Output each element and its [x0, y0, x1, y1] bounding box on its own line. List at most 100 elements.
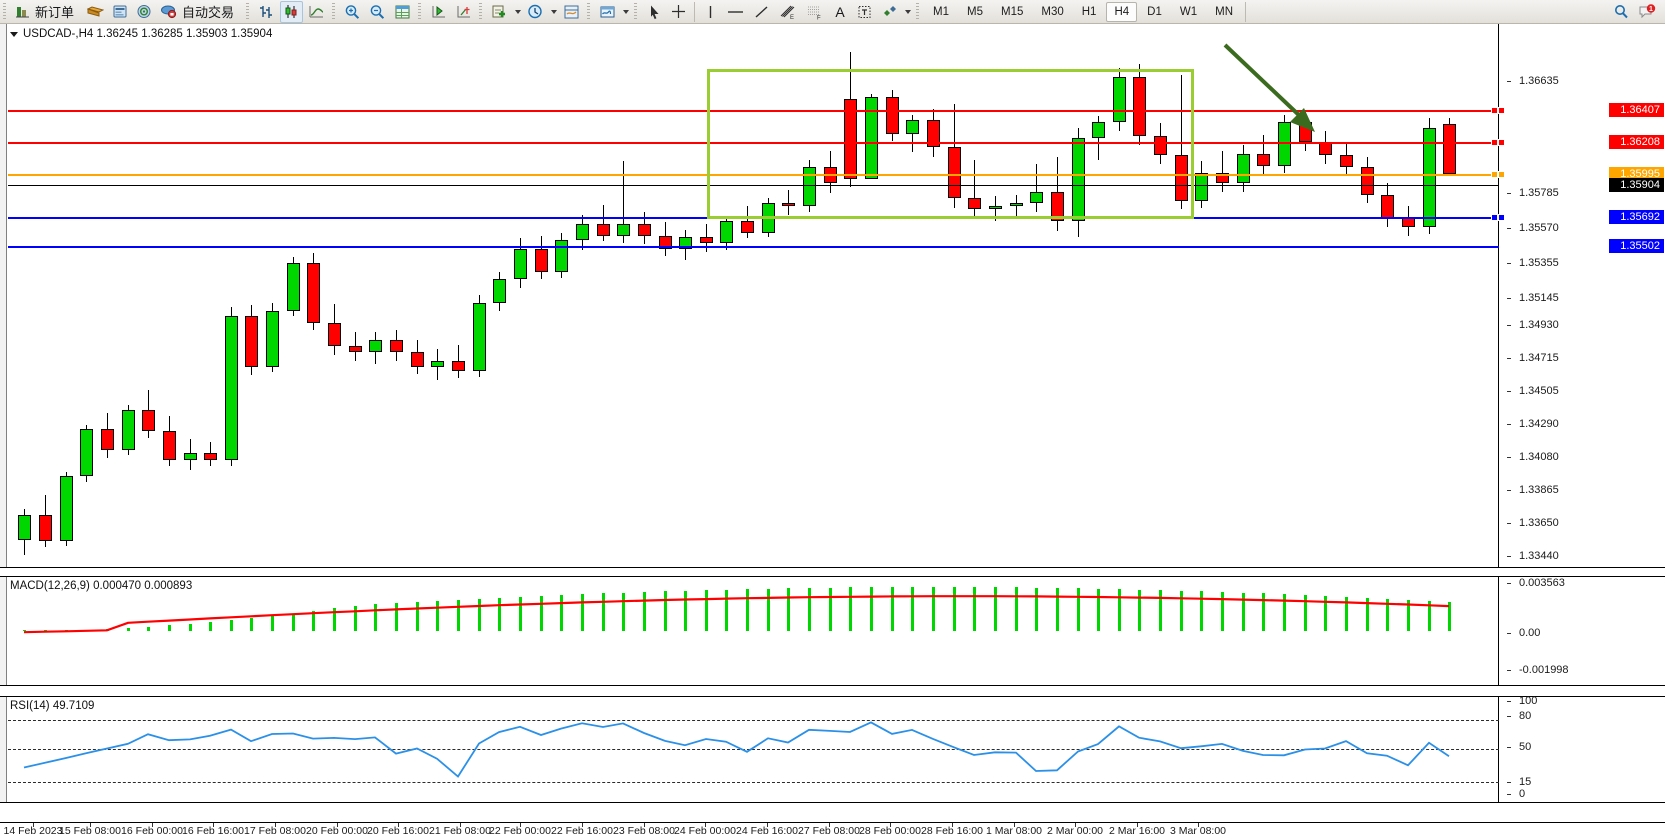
add-indicator-caret[interactable] — [512, 1, 523, 23]
macd-panel-left-rail — [0, 577, 7, 685]
consolidation-rectangle[interactable] — [707, 69, 1194, 219]
crosshair-button[interactable] — [667, 1, 690, 23]
shapes-button[interactable] — [878, 1, 901, 23]
search-button[interactable] — [1610, 1, 1633, 23]
support-line-1-axis-anchor[interactable] — [1498, 214, 1505, 221]
macd-histogram-bar — [1138, 589, 1141, 631]
cursor-button[interactable] — [643, 1, 665, 23]
timeframe-w1[interactable]: W1 — [1179, 5, 1198, 18]
toolbar-grip-8[interactable] — [915, 2, 923, 21]
expert-advisors-button[interactable] — [84, 1, 107, 23]
line-chart-button[interactable] — [305, 1, 328, 23]
candle-body — [1051, 191, 1064, 221]
resistance-line-2-price-label[interactable]: 1.36208 — [1609, 135, 1664, 149]
candle-body — [968, 197, 981, 210]
profiles-caret[interactable] — [620, 1, 631, 23]
pivot-line-axis-anchor[interactable] — [1498, 171, 1505, 178]
trendline-button[interactable] — [750, 1, 773, 23]
timeframe-h4[interactable]: H4 — [1106, 1, 1138, 22]
macd-histogram-bar — [1304, 595, 1307, 631]
auto-scroll-button[interactable] — [427, 1, 450, 23]
macd-histogram-bar — [147, 626, 150, 631]
macd-histogram-bar — [333, 608, 336, 631]
macd-histogram-bar — [829, 587, 832, 631]
notifications-button[interactable]: 1 — [1635, 1, 1659, 23]
rsi-plot-area[interactable] — [8, 697, 1499, 802]
toolbar-grip-1[interactable] — [2, 2, 9, 21]
signals-button[interactable] — [133, 1, 155, 23]
shapes-caret[interactable] — [902, 1, 913, 23]
toolbar-separator-1 — [694, 1, 696, 22]
fibonacci-button[interactable]: F — [802, 1, 827, 23]
candlestick-chart-button[interactable] — [280, 0, 304, 23]
pivot-line-anchor[interactable] — [1491, 171, 1498, 178]
macd-panel[interactable]: MACD(12,26,9) 0.000470 0.000893 0.003563… — [0, 576, 1665, 686]
zoom-in-button[interactable] — [341, 1, 364, 23]
shapes-icon — [884, 5, 897, 16]
toolbar-grip-3[interactable] — [331, 2, 339, 21]
support-line-1-anchor[interactable] — [1491, 214, 1498, 221]
pivot-line-price-label[interactable]: 1.35995 — [1609, 167, 1664, 181]
fibonacci-icon: F — [808, 6, 821, 20]
current-price-line-price-label[interactable]: 1.35904 — [1609, 178, 1664, 192]
toolbar-grip-2[interactable] — [245, 2, 253, 21]
time-tick-mark — [705, 823, 706, 827]
macd-plot-area[interactable] — [8, 577, 1499, 685]
zoom-out-button[interactable] — [366, 1, 389, 23]
data-window-button[interactable] — [109, 1, 131, 23]
chart-shift-button[interactable] — [452, 1, 475, 23]
resistance-line-1-anchor[interactable] — [1491, 107, 1498, 114]
timeframe-m1[interactable]: M1 — [933, 5, 950, 18]
toolbar-grip-6[interactable] — [586, 2, 594, 21]
support-line-2-price-label[interactable]: 1.35502 — [1609, 239, 1664, 253]
price-panel[interactable]: USDCAD-,H4 1.36245 1.36285 1.35903 1.359… — [0, 24, 1665, 568]
autotrading-button[interactable]: 自动交易 — [157, 1, 242, 23]
new-order-button[interactable]: 新订单 — [12, 1, 82, 23]
resistance-line-1[interactable] — [8, 110, 1499, 112]
timeframe-m5[interactable]: M5 — [967, 5, 983, 18]
timeframe-d1[interactable]: D1 — [1147, 5, 1162, 18]
text-button[interactable]: A — [829, 1, 851, 23]
current-price-line[interactable] — [8, 185, 1499, 186]
price-plot-area[interactable] — [8, 24, 1499, 567]
timeframe-m30[interactable]: M30 — [1041, 5, 1064, 18]
profiles-button[interactable] — [596, 1, 619, 23]
templates-button[interactable] — [560, 1, 583, 23]
add-indicator-button[interactable] — [488, 1, 511, 23]
rsi-panel[interactable]: RSI(14) 49.7109 100 80 50 15 0 — [0, 695, 1665, 803]
resistance-line-2[interactable] — [8, 142, 1499, 144]
resistance-line-1-axis-anchor[interactable] — [1498, 107, 1505, 114]
macd-histogram-bar — [1180, 590, 1183, 631]
resistance-line-2-axis-anchor[interactable] — [1498, 139, 1505, 146]
resistance-line-1-price-label[interactable]: 1.36407 — [1609, 103, 1664, 117]
macd-tick: -0.001998 — [1507, 664, 1665, 677]
bar-chart-button[interactable] — [255, 1, 278, 23]
timeframe-m15[interactable]: M15 — [1001, 5, 1024, 18]
candle-body — [349, 346, 362, 353]
zoom-out-icon — [370, 4, 385, 19]
toolbar-grip-4[interactable] — [417, 2, 425, 21]
time-axis[interactable]: 14 Feb 2023 15 Feb 08:00 16 Feb 00:00 16 Fe… — [0, 822, 1665, 840]
toolbar-grip-7[interactable] — [633, 2, 641, 21]
time-tick-label: 16 Feb 00:00 — [121, 825, 183, 837]
text-label-button[interactable] — [853, 1, 876, 23]
equidistant-channel-button[interactable]: E — [775, 1, 800, 23]
timeframe-h1[interactable]: H1 — [1081, 5, 1097, 18]
chart-body[interactable]: USDCAD-,H4 1.36245 1.36285 1.35903 1.359… — [0, 24, 1665, 840]
chevron-down-icon[interactable] — [10, 31, 18, 37]
macd-histogram-bar — [560, 595, 563, 631]
toolbar-grip-5[interactable] — [478, 2, 486, 21]
support-line-1-price-label[interactable]: 1.35692 — [1609, 210, 1664, 224]
horizontal-line-button[interactable] — [723, 1, 748, 23]
vertical-line-button[interactable] — [699, 1, 721, 23]
timeframe-mn[interactable]: MN — [1215, 5, 1233, 18]
candle-wick — [603, 204, 604, 242]
data-grid-button[interactable] — [391, 1, 414, 23]
time-tick-mark — [1198, 823, 1199, 827]
pivot-line[interactable] — [8, 174, 1499, 176]
resistance-line-2-anchor[interactable] — [1491, 139, 1498, 146]
period-button[interactable] — [524, 1, 547, 23]
support-line-2[interactable] — [8, 246, 1499, 248]
period-caret[interactable] — [548, 1, 559, 23]
downtrend-arrow[interactable] — [1220, 40, 1330, 135]
